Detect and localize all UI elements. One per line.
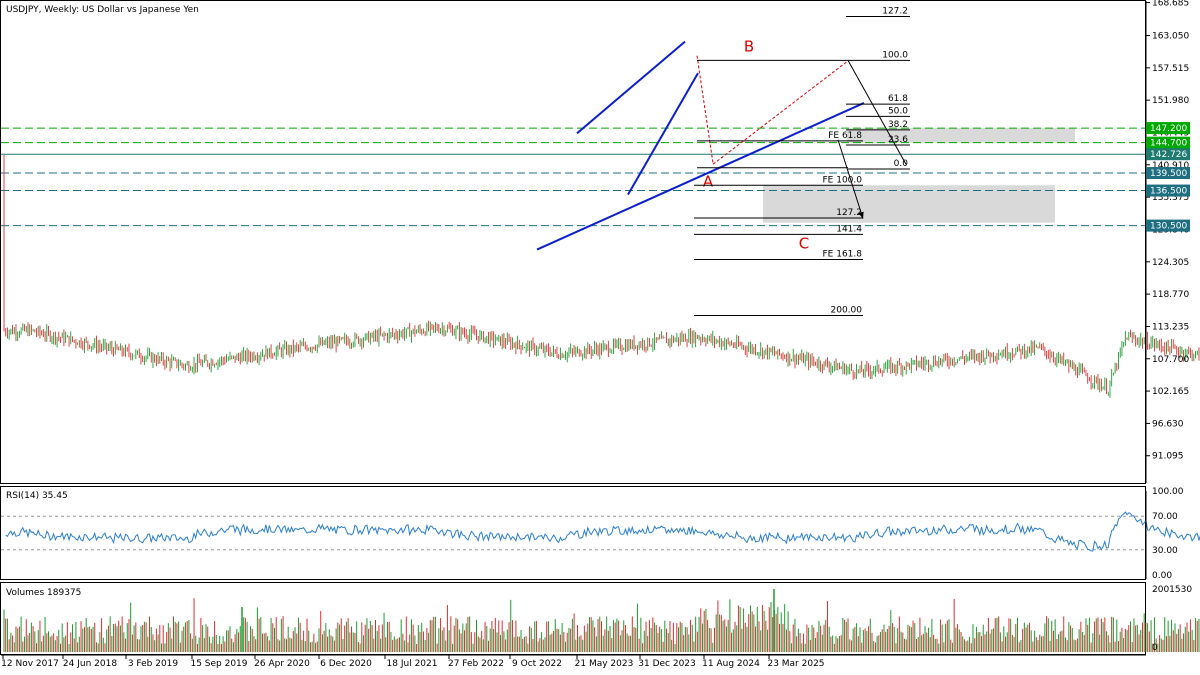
price-tick-11: 107.700 — [1152, 355, 1189, 365]
time-tick-5: 6 Dec 2020 — [320, 659, 372, 669]
target-zone — [763, 185, 1055, 223]
time-axis[interactable]: 12 Nov 2017 24 Jun 2018 3 Feb 2019 15 Sep 2… — [1, 654, 1146, 669]
fib-retr-label-5: 23.6 — [888, 135, 908, 145]
fib-exp-label-0: FE 61.8 — [828, 131, 862, 141]
volume-pane[interactable] — [0, 582, 1146, 655]
level-tag-text-4: 136.500 — [1150, 187, 1187, 197]
rsi-title: RSI(14) 35.45 — [6, 491, 68, 501]
level-tag-2 — [1146, 148, 1190, 161]
chart-title: USDJPY, Weekly: US Dollar vs Japanese Ye… — [6, 5, 199, 15]
trend-drawings: A B C — [536, 38, 907, 252]
volume-tick-max: 2001530 — [1152, 585, 1192, 595]
price-tick-8: 124.305 — [1152, 258, 1189, 268]
fib-exp-label-2: 127.2 — [836, 208, 862, 218]
level-tag-text-2: 142.726 — [1150, 150, 1187, 160]
fib-retr-label-4: 38.2 — [888, 120, 908, 130]
price-tick-13: 96.630 — [1152, 419, 1184, 429]
fib-retr-label-3: 50.0 — [888, 106, 908, 116]
volume-title: Volumes 189375 — [6, 588, 81, 598]
time-tick-9: 21 May 2023 — [575, 659, 634, 669]
fib-exp-label-4: FE 161.8 — [823, 249, 863, 259]
rsi-tick-2: 30.00 — [1152, 546, 1178, 556]
rsi-line — [5, 511, 1200, 552]
rsi-tick-3: 0.00 — [1152, 571, 1172, 581]
price-tick-6: 135.375 — [1152, 193, 1189, 203]
level-tag-text-0: 147.200 — [1150, 124, 1187, 134]
rsi-series — [1, 511, 1200, 552]
price-tick-12: 102.165 — [1152, 387, 1189, 397]
time-tick-10: 31 Dec 2023 — [638, 659, 696, 669]
volume-bars — [3, 589, 1200, 652]
channel-lower-line — [627, 72, 699, 196]
price-tick-14: 91.095 — [1152, 452, 1184, 462]
fibonacci-levels: 127.2 100.0 61.8 50.0 38.2 23.6 0.0 FE 61.8 FE 1… — [694, 7, 910, 317]
price-tick-0: 168.685 — [1152, 0, 1189, 9]
price-pane[interactable] — [0, 0, 1146, 484]
level-tag-1 — [1146, 136, 1190, 149]
wave-b-label: B — [744, 38, 754, 56]
support-trendline — [536, 102, 865, 251]
wave-a-label: A — [703, 172, 714, 190]
fib-exp-label-3: 141.4 — [836, 224, 862, 234]
fib-exp-label-1: FE 100.0 — [823, 175, 863, 185]
fib-retr-label-1: 100.0 — [882, 50, 908, 60]
target-zones — [763, 128, 1075, 223]
time-tick-11: 11 Aug 2024 — [702, 659, 760, 669]
projection-arrow — [837, 139, 864, 219]
level-tag-text-3: 139.500 — [1150, 169, 1187, 179]
time-tick-6: 18 Jul 2021 — [387, 659, 438, 669]
price-tick-10: 113.235 — [1152, 322, 1189, 332]
price-tick-5: 140.910 — [1152, 161, 1189, 171]
level-tag-0 — [1146, 122, 1190, 135]
fib-exp-label-5: 200.00 — [831, 306, 863, 316]
resistance-zone — [847, 128, 1075, 143]
price-tick-1: 163.050 — [1152, 32, 1189, 42]
price-tick-3: 151.980 — [1152, 96, 1189, 106]
wave-a-dotted — [696, 55, 714, 164]
horizontal-levels — [1, 127, 1145, 227]
time-tick-0: 12 Nov 2017 — [1, 659, 59, 669]
price-tick-2: 157.515 — [1152, 64, 1189, 74]
level-tag-text-5: 130.500 — [1150, 222, 1187, 232]
rsi-tick-1: 70.00 — [1152, 512, 1178, 522]
wave-c-label: C — [799, 234, 809, 252]
price-axis[interactable]: 100.00 70.00 30.00 0.00 2001530 0 168.685 163.0… — [1145, 0, 1192, 653]
volume-tick-zero: 0 — [1152, 643, 1158, 653]
candlesticks — [3, 154, 1200, 398]
fib-retr-label-2: 61.8 — [888, 94, 908, 104]
fib-retracement-diagonal — [847, 60, 907, 165]
level-tag-4 — [1146, 184, 1190, 197]
wave-b-dotted — [712, 60, 849, 165]
level-tag-text-1: 144.700 — [1150, 139, 1187, 149]
time-tick-4: 26 Apr 2020 — [254, 659, 310, 669]
time-tick-8: 9 Oct 2022 — [512, 659, 562, 669]
time-tick-3: 15 Sep 2019 — [190, 659, 247, 669]
time-tick-12: 23 Mar 2025 — [767, 659, 824, 669]
time-tick-2: 3 Feb 2019 — [128, 659, 179, 669]
fib-retr-label-6: 0.0 — [894, 159, 909, 169]
time-tick-1: 24 Jun 2018 — [63, 659, 117, 669]
projection-arrow-head — [858, 211, 864, 219]
rsi-tick-0: 100.00 — [1152, 487, 1184, 497]
time-tick-7: 27 Feb 2022 — [448, 659, 504, 669]
fib-retr-label-0: 127.2 — [882, 7, 908, 17]
price-tick-9: 118.770 — [1152, 290, 1189, 300]
level-tag-5 — [1146, 219, 1190, 232]
channel-upper-line — [576, 40, 686, 135]
level-tag-3 — [1146, 167, 1190, 180]
